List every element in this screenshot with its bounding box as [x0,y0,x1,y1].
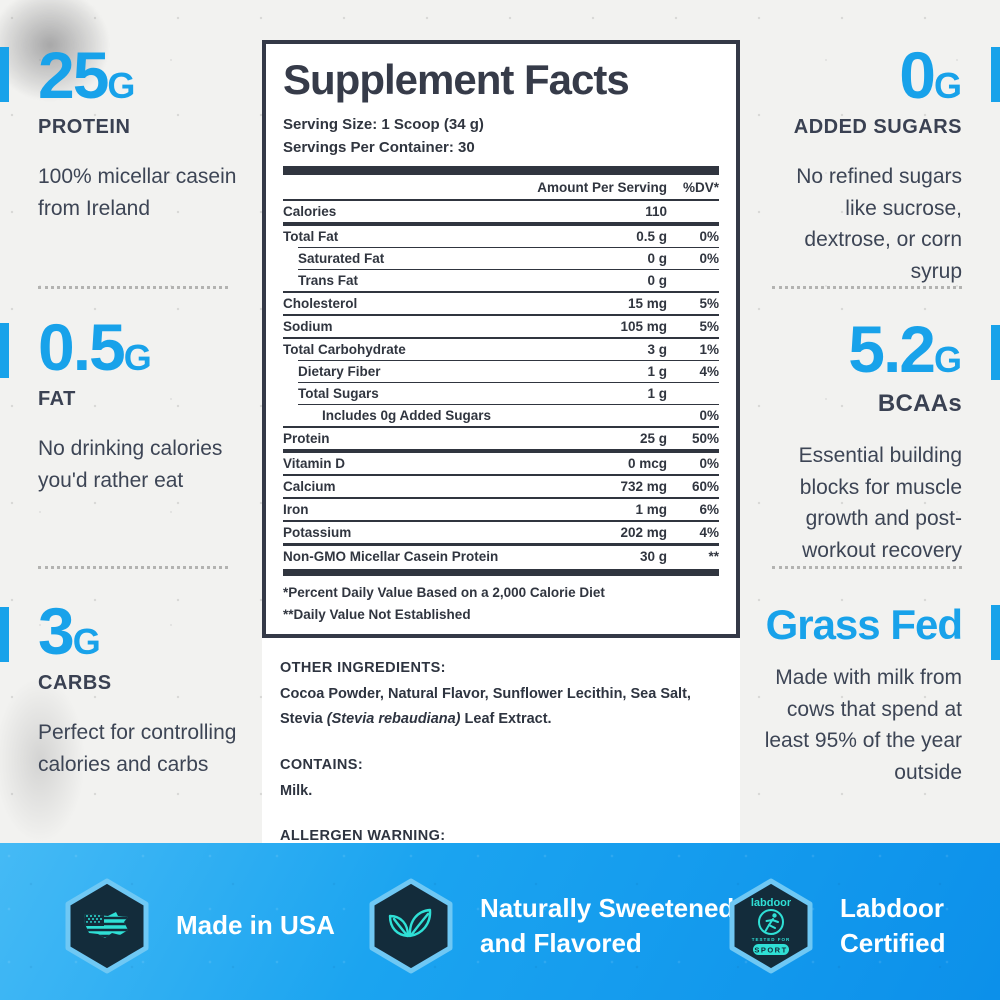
table-row: Non-GMO Micellar Casein Protein 30 g ** [283,543,719,567]
svg-text:SPORT: SPORT [754,946,787,955]
table-row: Sodium 105 mg 5% [283,314,719,337]
grass-fed-title: Grass Fed [765,601,963,648]
serving-size: Serving Size: 1 Scoop (34 g) [283,116,484,134]
callout-fat: 0.5G FAT No drinking calories you'd rath… [38,314,238,496]
added-sugars-amount: 0G [899,38,962,112]
table-row: Calcium 732 mg 60% [283,474,719,497]
accent-bar-added-sugars [991,47,1000,102]
protein-description: 100% micellar casein from Ireland [38,165,237,220]
callout-carbs: 3G CARBS Perfect for controlling calorie… [38,598,238,780]
accent-bar-grass-fed [991,605,1000,660]
table-row: Saturated Fat 0 g 0% [298,247,719,269]
contains: CONTAINS: Milk. [280,757,722,804]
other-ingredients-title: OTHER INGREDIENTS: [280,660,446,677]
badge-label: Naturally Sweetened and Flavored [480,892,735,958]
protein-label: PROTEIN [38,116,131,138]
table-row: Potassium 202 mg 4% [283,520,719,543]
table-row: Cholesterol 15 mg 5% [283,291,719,314]
leaves-icon [368,878,454,974]
thick-rule [283,166,719,176]
fat-amount: 0.5G [38,310,152,384]
carbs-label: CARBS [38,672,112,694]
grass-fed-description: Made with milk from cows that spend at l… [764,666,962,784]
table-row: Total Sugars 1 g [298,382,719,404]
table-row: Trans Fat 0 g [298,269,719,291]
dotted-divider [772,286,962,289]
dotted-divider [772,566,962,569]
accent-bar-fat [0,323,9,378]
supplement-facts-panel: Supplement Facts Serving Size: 1 Scoop (… [262,40,740,639]
footnote-dv-not-established: **Daily Value Not Established [283,607,471,623]
fat-label: FAT [38,388,76,410]
accent-bar-carbs [0,607,9,662]
table-row: Dietary Fiber 1 g 4% [298,360,719,382]
protein-amount: 25G [38,38,136,112]
table-header: Amount Per Serving %DV* [283,175,719,202]
footnote-percent-dv: *Percent Daily Value Based on a 2,000 Ca… [283,585,605,601]
callout-grass-fed: Grass Fed Made with milk from cows that … [762,601,963,788]
other-ingredients-body: Cocoa Powder, Natural Flavor, Sunflower … [280,686,691,728]
panel-title: Supplement Facts [283,56,630,103]
labdoor-sport-icon: labdoor TESTED FOR SPORT [728,878,814,974]
badge-label: Made in USA [176,910,335,941]
accent-bar-bcaas [991,325,1000,380]
thick-rule [283,569,719,577]
usa-map-flag-icon [64,878,150,974]
center-column: Supplement Facts Serving Size: 1 Scoop (… [262,40,740,921]
carbs-description: Perfect for controlling calories and car… [38,721,237,776]
other-ingredients: OTHER INGREDIENTS: Cocoa Powder, Natural… [280,660,722,733]
added-sugars-description: No refined sugars like sucrose, dextrose… [796,165,962,283]
table-row: Protein 25 g 50% [283,426,719,449]
svg-text:labdoor: labdoor [751,897,792,909]
bcaas-label: BCAAs [877,390,962,417]
contains-body: Milk. [280,782,313,799]
callout-added-sugars: 0G ADDED SUGARS No refined sugars like s… [762,42,962,287]
added-sugars-label: ADDED SUGARS [793,116,962,138]
badge-labdoor-certified: labdoor TESTED FOR SPORT Labdoor Certifi… [728,878,945,974]
callout-bcaas: 5.2G BCAAs Essential building blocks for… [762,316,962,566]
carbs-amount: 3G [38,594,101,668]
bcaas-amount: 5.2G [848,312,962,386]
badge-made-in-usa: Made in USA [64,878,335,974]
contains-title: CONTAINS: [280,756,364,773]
callout-protein: 25G PROTEIN 100% micellar casein from Ir… [38,42,238,224]
table-row: Includes 0g Added Sugars 0% [298,404,719,426]
fat-description: No drinking calories you'd rather eat [38,437,223,492]
allergen-warning-title: ALLERGEN WARNING: [280,828,446,845]
bottom-badge-bar [0,843,1000,1000]
servings-per-container: Servings Per Container: 30 [283,139,475,157]
dotted-divider [38,566,228,569]
col-percent-dv: %DV* [682,180,719,196]
table-row: Total Carbohydrate 3 g 1% [283,337,719,360]
badge-naturally-sweetened: Naturally Sweetened and Flavored [368,878,734,974]
svg-text:TESTED FOR: TESTED FOR [752,937,791,942]
col-amount-per-serving: Amount Per Serving [537,180,667,196]
table-row: Total Fat 0.5 g 0% [283,222,719,247]
dotted-divider [38,286,228,289]
bcaas-description: Essential building blocks for muscle gro… [798,444,962,562]
table-row: Iron 1 mg 6% [283,497,719,520]
accent-bar-protein [0,47,9,102]
badge-label: Labdoor Certified [840,892,946,958]
table-row: Calories 110 [283,204,667,220]
